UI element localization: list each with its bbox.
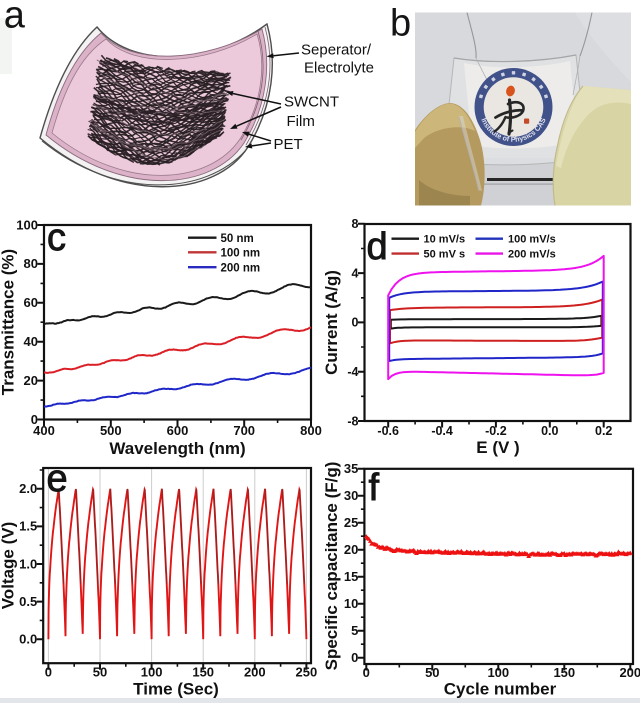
svg-text:8: 8 xyxy=(352,217,359,231)
svg-text:700: 700 xyxy=(233,423,255,438)
svg-text:5: 5 xyxy=(351,623,358,638)
svg-text:40: 40 xyxy=(24,334,38,349)
svg-text:100: 100 xyxy=(141,664,163,679)
svg-text:0.2: 0.2 xyxy=(595,424,612,438)
svg-text:200: 200 xyxy=(619,665,640,680)
svg-text:0: 0 xyxy=(352,316,359,330)
svg-text:b: b xyxy=(390,3,411,45)
svg-text:50: 50 xyxy=(93,664,107,679)
svg-text:80: 80 xyxy=(24,256,38,271)
svg-text:-0.6: -0.6 xyxy=(377,424,399,438)
svg-text:0: 0 xyxy=(31,412,38,427)
svg-text:35: 35 xyxy=(344,461,358,476)
svg-text:15: 15 xyxy=(344,569,358,584)
svg-text:150: 150 xyxy=(192,664,214,679)
svg-text:0: 0 xyxy=(351,650,358,665)
svg-text:Electrolyte: Electrolyte xyxy=(304,60,374,77)
svg-text:1.0: 1.0 xyxy=(19,556,37,571)
svg-text:400: 400 xyxy=(33,423,55,438)
svg-text:100 mV/s: 100 mV/s xyxy=(508,234,556,246)
svg-text:0: 0 xyxy=(363,665,370,680)
svg-text:50: 50 xyxy=(425,665,439,680)
svg-text:Specific capacitance (F/g): Specific capacitance (F/g) xyxy=(322,462,341,671)
svg-text:Transmittance (%): Transmittance (%) xyxy=(0,249,18,395)
svg-text:200 nm: 200 nm xyxy=(221,262,261,274)
svg-text:50 nm: 50 nm xyxy=(221,233,254,245)
svg-text:a: a xyxy=(4,0,26,37)
svg-text:200 mV/s: 200 mV/s xyxy=(508,249,556,261)
svg-text:600: 600 xyxy=(167,423,189,438)
svg-text:d: d xyxy=(367,226,388,268)
svg-text:Time (Sec): Time (Sec) xyxy=(133,680,219,699)
svg-text:0.0: 0.0 xyxy=(19,632,37,647)
svg-text:1.5: 1.5 xyxy=(19,519,37,534)
svg-text:800: 800 xyxy=(300,423,322,438)
svg-text:20: 20 xyxy=(24,373,38,388)
svg-text:SWCNT: SWCNT xyxy=(284,94,339,111)
svg-text:500: 500 xyxy=(100,423,122,438)
svg-text:150: 150 xyxy=(553,665,575,680)
svg-text:200: 200 xyxy=(244,664,266,679)
svg-text:50 mV s: 50 mV s xyxy=(424,249,466,261)
svg-text:25: 25 xyxy=(344,515,358,530)
svg-text:20: 20 xyxy=(344,542,358,557)
svg-text:-8: -8 xyxy=(347,414,358,428)
svg-text:10: 10 xyxy=(344,596,358,611)
svg-text:Cycle number: Cycle number xyxy=(444,680,557,699)
svg-text:0.5: 0.5 xyxy=(19,594,37,609)
svg-text:Current (A/g): Current (A/g) xyxy=(322,270,341,375)
svg-text:4: 4 xyxy=(352,266,359,280)
svg-text:-4: -4 xyxy=(347,365,358,379)
svg-text:100: 100 xyxy=(16,217,38,232)
svg-text:250: 250 xyxy=(296,664,318,679)
svg-text:60: 60 xyxy=(24,295,38,310)
svg-text:Voltage (V): Voltage (V) xyxy=(0,522,18,610)
svg-text:f: f xyxy=(369,467,380,509)
svg-text:c: c xyxy=(47,217,66,259)
svg-text:2.0: 2.0 xyxy=(19,481,37,496)
svg-text:e: e xyxy=(47,458,68,500)
svg-text:0: 0 xyxy=(45,664,52,679)
svg-text:-0.4: -0.4 xyxy=(431,424,453,438)
svg-text:10 mV/s: 10 mV/s xyxy=(424,234,466,246)
svg-text:-0.2: -0.2 xyxy=(485,424,507,438)
svg-text:PET: PET xyxy=(274,136,303,153)
svg-text:0.0: 0.0 xyxy=(541,424,558,438)
svg-text:30: 30 xyxy=(344,488,358,503)
svg-text:E (V ): E (V ) xyxy=(476,438,519,457)
svg-text:Seperator/: Seperator/ xyxy=(301,42,372,59)
svg-text:Wavelength (nm): Wavelength (nm) xyxy=(109,439,245,458)
svg-text:100 nm: 100 nm xyxy=(221,248,261,260)
svg-text:Film: Film xyxy=(287,113,315,130)
svg-text:100: 100 xyxy=(487,665,509,680)
